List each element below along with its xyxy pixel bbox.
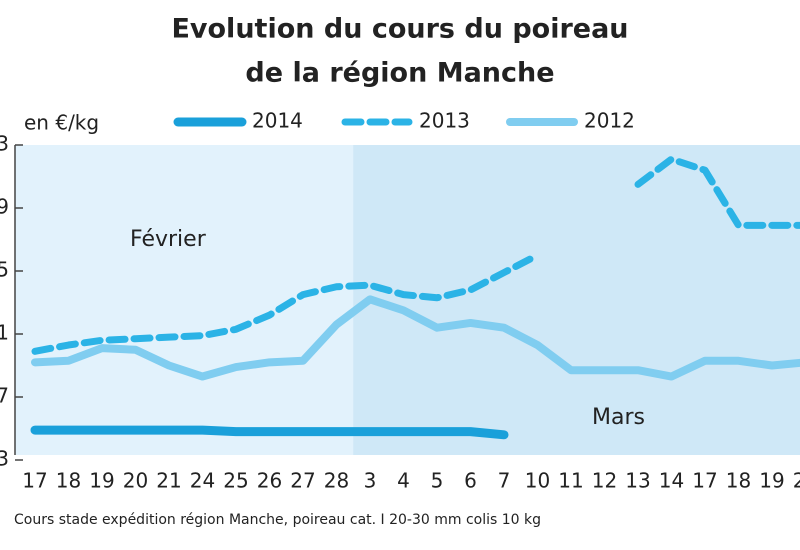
series-line (31, 295, 800, 381)
x-tick-label: 27 (290, 469, 315, 493)
x-tick-label: 10 (525, 469, 550, 493)
x-tick-label: 18 (56, 469, 81, 493)
x-tick-label: 5 (431, 469, 444, 493)
chart-subtitle: de la région Manche (245, 58, 554, 89)
x-tick-label: 13 (625, 469, 650, 493)
series-line (30, 425, 509, 440)
legend-label: 2012 (584, 109, 635, 133)
x-tick-label: 17 (692, 469, 717, 493)
legend-label: 2014 (252, 109, 303, 133)
y-tick-label: 0.3 (0, 447, 9, 471)
x-tick-label: 20 (123, 469, 148, 493)
chart-title: Evolution du cours du poireau (171, 14, 628, 45)
legend-label: 2013 (419, 109, 470, 133)
x-tick-label: 14 (659, 469, 684, 493)
plot-background-mars (353, 145, 800, 455)
y-tick-label: 1.1 (0, 321, 9, 345)
x-tick-label: 18 (726, 469, 751, 493)
x-tick-label: 4 (397, 469, 410, 493)
x-tick-label: 20 (793, 469, 800, 493)
x-tick-label: 12 (592, 469, 617, 493)
x-tick-label: 26 (257, 469, 282, 493)
x-tick-label: 24 (190, 469, 215, 493)
x-tick-label: 21 (156, 469, 181, 493)
y-tick-label: 0.7 (0, 384, 9, 408)
x-tick-label: 28 (324, 469, 349, 493)
series-line (31, 155, 800, 355)
annotation: Février (130, 227, 207, 252)
x-tick-label: 19 (89, 469, 114, 493)
x-tick-label: 17 (22, 469, 47, 493)
y-tick-label: 1.9 (0, 195, 9, 219)
x-tick-label: 25 (223, 469, 248, 493)
x-tick-label: 7 (498, 469, 511, 493)
x-tick-label: 6 (464, 469, 477, 493)
y-tick-label: 1.5 (0, 258, 9, 282)
y-tick-label: 2.3 (0, 132, 9, 156)
y-axis-label: en €/kg (24, 111, 99, 135)
x-tick-label: 3 (364, 469, 377, 493)
x-tick-label: 19 (759, 469, 784, 493)
annotation: Mars (592, 405, 645, 430)
x-tick-label: 11 (558, 469, 583, 493)
footnote: Cours stade expédition région Manche, po… (14, 512, 541, 528)
